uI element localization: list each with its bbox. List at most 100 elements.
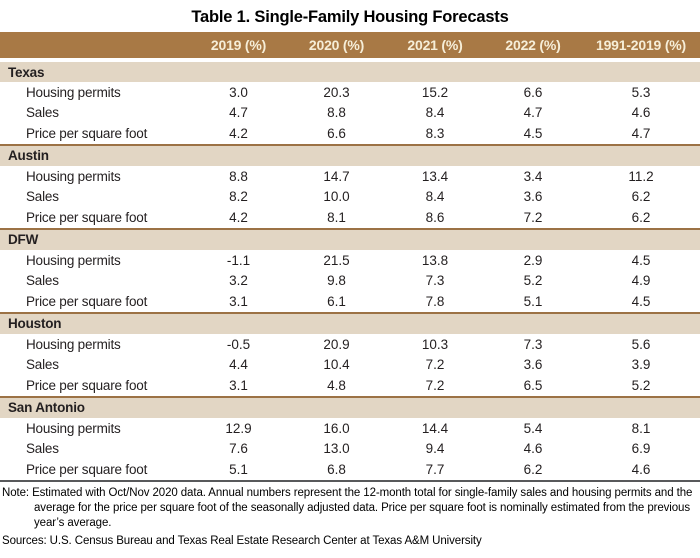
row-label: Housing permits xyxy=(26,168,121,184)
value-cell-1: 4.8 xyxy=(327,378,346,394)
value-cell-0: 3.1 xyxy=(229,378,248,394)
value-cell-2: 7.2 xyxy=(425,357,445,373)
section-name: Austin xyxy=(8,148,49,164)
value-cell-4: 4.6 xyxy=(631,462,651,478)
header-divider xyxy=(0,58,700,60)
value-cell-1: 16.0 xyxy=(323,420,350,436)
table-row: Sales 4.4 10.4 7.2 3.6 3.9 xyxy=(0,354,700,376)
row-label: Housing permits xyxy=(26,336,121,352)
value-cell-3: 7.2 xyxy=(523,210,543,226)
table-row: Housing permits -0.5 20.9 10.3 7.3 5.6 xyxy=(0,333,700,355)
section-header-row: Texas xyxy=(0,60,700,82)
value-cell-2: 9.4 xyxy=(425,441,445,457)
table-row: Price per square foot 3.1 6.1 7.8 5.1 4.5 xyxy=(0,291,700,312)
value-cell-0: 7.6 xyxy=(229,441,248,457)
section-name: Houston xyxy=(8,316,62,332)
value-cell-4: 6.2 xyxy=(631,189,651,205)
row-label: Price per square foot xyxy=(26,126,148,142)
value-cell-3: 4.5 xyxy=(523,126,543,142)
value-cell-0: 8.8 xyxy=(229,168,248,184)
value-cell-0: 8.2 xyxy=(229,189,248,205)
value-cell-1: 20.9 xyxy=(323,336,350,352)
value-cell-4: 8.1 xyxy=(631,420,651,436)
value-cell-1: 6.8 xyxy=(327,462,346,478)
value-cell-1: 9.8 xyxy=(327,273,346,289)
row-label: Price per square foot xyxy=(26,462,148,478)
section-header-row: Houston xyxy=(0,311,700,334)
value-cell-0: 4.2 xyxy=(229,210,248,226)
value-cell-0: -1.1 xyxy=(226,252,251,268)
value-cell-1: 20.3 xyxy=(323,84,350,100)
value-cell-0: 3.2 xyxy=(229,273,248,289)
column-header-3: 2022 (%) xyxy=(505,37,561,53)
row-label: Housing permits xyxy=(26,420,121,436)
value-cell-4: 5.3 xyxy=(631,84,651,100)
row-label: Price per square foot xyxy=(26,378,148,394)
column-header-0: 2019 (%) xyxy=(210,37,267,53)
value-cell-2: 8.3 xyxy=(425,126,445,142)
value-cell-4: 4.9 xyxy=(631,273,651,289)
section-name: Texas xyxy=(8,64,45,80)
value-cell-4: 6.9 xyxy=(631,441,651,457)
value-cell-3: 6.5 xyxy=(523,378,543,394)
table-row: Housing permits 8.8 14.7 13.4 3.4 11.2 xyxy=(0,165,700,187)
value-cell-2: 7.3 xyxy=(425,273,445,289)
section-name: San Antonio xyxy=(8,400,85,416)
value-cell-1: 14.7 xyxy=(323,168,350,184)
value-cell-1: 6.1 xyxy=(327,294,346,310)
value-cell-0: 12.9 xyxy=(225,420,252,436)
value-cell-4: 3.9 xyxy=(631,357,651,373)
value-cell-4: 5.2 xyxy=(631,378,651,394)
table-row: Sales 8.2 10.0 8.4 3.6 6.2 xyxy=(0,186,700,208)
value-cell-1: 8.1 xyxy=(327,210,346,226)
value-cell-0: 5.1 xyxy=(229,462,248,478)
table-row: Housing permits 12.9 16.0 14.4 5.4 8.1 xyxy=(0,417,700,439)
table-row: Price per square foot 4.2 6.6 8.3 4.5 4.7 xyxy=(0,123,700,144)
value-cell-0: 3.0 xyxy=(229,84,248,100)
table-body: Texas Housing permits 3.0 20.3 15.2 6.6 5.3 Sal… xyxy=(0,60,700,480)
value-cell-2: 8.4 xyxy=(425,189,445,205)
value-cell-4: 5.6 xyxy=(631,336,651,352)
value-cell-2: 8.6 xyxy=(425,210,445,226)
value-cell-2: 15.2 xyxy=(421,84,449,100)
row-label: Price per square foot xyxy=(26,294,148,310)
row-label: Price per square foot xyxy=(26,210,148,226)
section-name: DFW xyxy=(8,232,39,248)
row-label: Sales xyxy=(26,189,59,205)
table-note: Note: Estimated with Oct/Nov 2020 data. … xyxy=(2,486,693,530)
row-label: Housing permits xyxy=(26,252,121,268)
table-row: Housing permits 3.0 20.3 15.2 6.6 5.3 xyxy=(0,82,700,103)
value-cell-1: 13.0 xyxy=(323,441,350,457)
table-bottom-rule xyxy=(0,479,700,482)
value-cell-2: 14.4 xyxy=(421,420,449,436)
value-cell-1: 10.0 xyxy=(323,189,350,205)
row-label: Sales xyxy=(26,105,59,121)
table-footnotes: Note: Estimated with Oct/Nov 2020 data. … xyxy=(0,482,700,549)
value-cell-3: 5.4 xyxy=(523,420,543,436)
table-title: Table 1. Single-Family Housing Forecasts xyxy=(191,8,509,26)
table-header-row: 2019 (%) 2020 (%) 2021 (%) 2022 (%) 1991-201… xyxy=(0,32,700,58)
row-label: Sales xyxy=(26,441,59,457)
value-cell-1: 8.8 xyxy=(327,105,346,121)
table-row: Price per square foot 5.1 6.8 7.7 6.2 4.6 xyxy=(0,459,700,480)
value-cell-3: 6.6 xyxy=(523,84,543,100)
value-cell-2: 8.4 xyxy=(425,105,445,121)
section-header-row: San Antonio xyxy=(0,395,700,418)
table-row: Housing permits -1.1 21.5 13.8 2.9 4.5 xyxy=(0,249,700,271)
column-header-1: 2020 (%) xyxy=(308,37,365,53)
value-cell-0: -0.5 xyxy=(226,336,251,352)
value-cell-4: 6.2 xyxy=(631,210,651,226)
value-cell-0: 4.7 xyxy=(229,105,248,121)
value-cell-0: 4.2 xyxy=(229,126,248,142)
value-cell-3: 5.2 xyxy=(523,273,543,289)
value-cell-1: 21.5 xyxy=(323,252,350,268)
value-cell-2: 7.7 xyxy=(425,462,445,478)
value-cell-4: 4.6 xyxy=(631,105,651,121)
value-cell-4: 4.5 xyxy=(631,252,651,268)
value-cell-3: 2.9 xyxy=(523,252,543,268)
section-header-row: Austin xyxy=(0,143,700,166)
table-row: Sales 3.2 9.8 7.3 5.2 4.9 xyxy=(0,270,700,292)
value-cell-3: 5.1 xyxy=(523,294,543,310)
value-cell-4: 4.7 xyxy=(631,126,651,142)
